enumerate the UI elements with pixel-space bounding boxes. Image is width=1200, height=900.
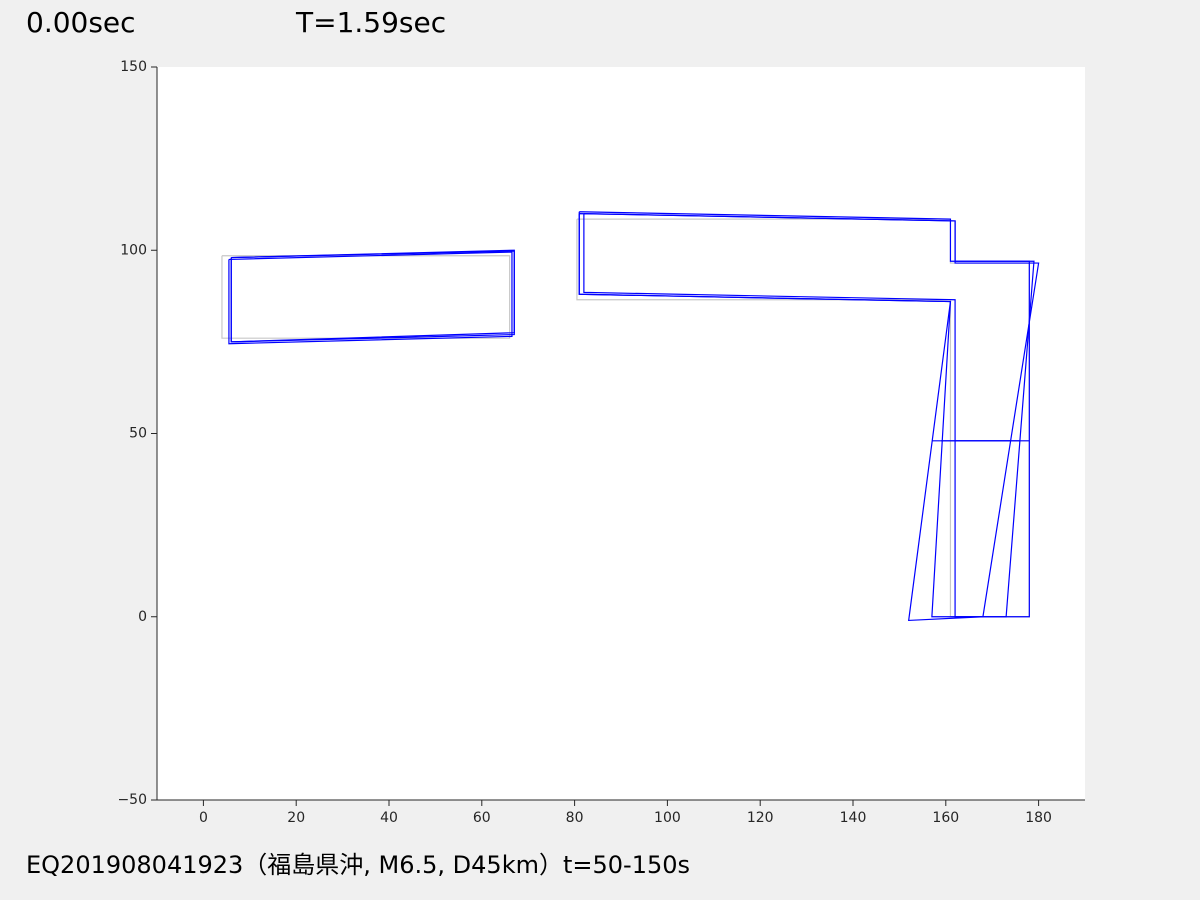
- x-tick-label: 40: [380, 810, 398, 826]
- y-tick-label: −50: [117, 792, 147, 808]
- x-tick-label: 0: [199, 810, 208, 826]
- y-tick-label: 0: [138, 609, 147, 625]
- deformation-line: [230, 213, 1040, 622]
- time-text: 0.00sec: [26, 6, 136, 39]
- x-tick-label: 100: [654, 810, 681, 826]
- y-tick-label: 50: [129, 426, 147, 442]
- axes-background: [157, 67, 1085, 800]
- x-tick-label: 140: [840, 810, 867, 826]
- y-tick-label: 100: [120, 242, 147, 258]
- x-tick-label: 20: [287, 810, 305, 826]
- x-tick-label: 180: [1025, 810, 1052, 826]
- period-text: T=1.59sec: [295, 6, 446, 39]
- x-tick-label: 160: [932, 810, 959, 826]
- x-tick-label: 60: [473, 810, 491, 826]
- caption: EQ201908041923（福島県沖, M6.5, D45km）t=50-15…: [26, 851, 690, 879]
- x-tick-label: 120: [747, 810, 774, 826]
- x-tick-label: 80: [566, 810, 584, 826]
- y-tick-label: 150: [120, 59, 147, 75]
